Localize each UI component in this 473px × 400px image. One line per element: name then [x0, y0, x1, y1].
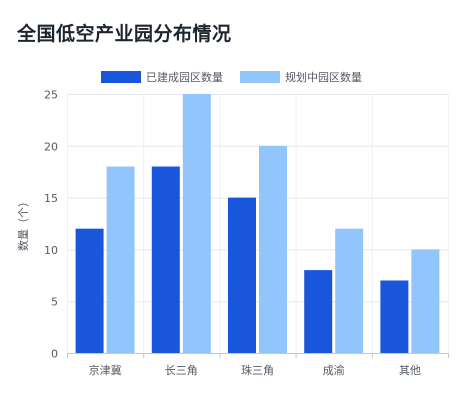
axes: 0 5 10 15 20 25 京津冀 长三角 珠三角 成渝 其他 数量（个） [17, 89, 449, 377]
chart-title: 全国低空产业园分布情况 [17, 23, 232, 45]
x-tick-label: 京津冀 [89, 363, 122, 377]
y-axis-title: 数量（个） [17, 196, 30, 251]
bar [106, 166, 135, 353]
y-tick-label: 0 [51, 348, 58, 361]
bar [151, 166, 180, 353]
legend-label: 规划中园区数量 [285, 70, 362, 84]
x-tick-label: 长三角 [165, 364, 198, 377]
bars [75, 94, 440, 353]
legend-swatch [240, 71, 280, 83]
bar [411, 249, 440, 353]
bar [259, 145, 287, 353]
x-tick-label: 成渝 [323, 363, 345, 377]
bar [335, 228, 364, 353]
legend-swatch [101, 71, 141, 83]
bar [304, 270, 333, 353]
x-tick-label: 珠三角 [241, 363, 274, 377]
bar [380, 280, 409, 353]
y-tick-label: 20 [44, 140, 58, 153]
bar [182, 94, 211, 353]
y-tick-label: 5 [51, 296, 58, 309]
bar [75, 228, 104, 353]
legend-label: 已建成园区数量 [146, 70, 223, 84]
legend: 已建成园区数量 规划中园区数量 [101, 70, 362, 84]
x-tick-label: 其他 [399, 364, 421, 377]
y-tick-label: 15 [44, 192, 58, 205]
bar [228, 197, 256, 353]
y-tick-label: 10 [44, 244, 58, 257]
y-tick-label: 25 [44, 89, 58, 102]
